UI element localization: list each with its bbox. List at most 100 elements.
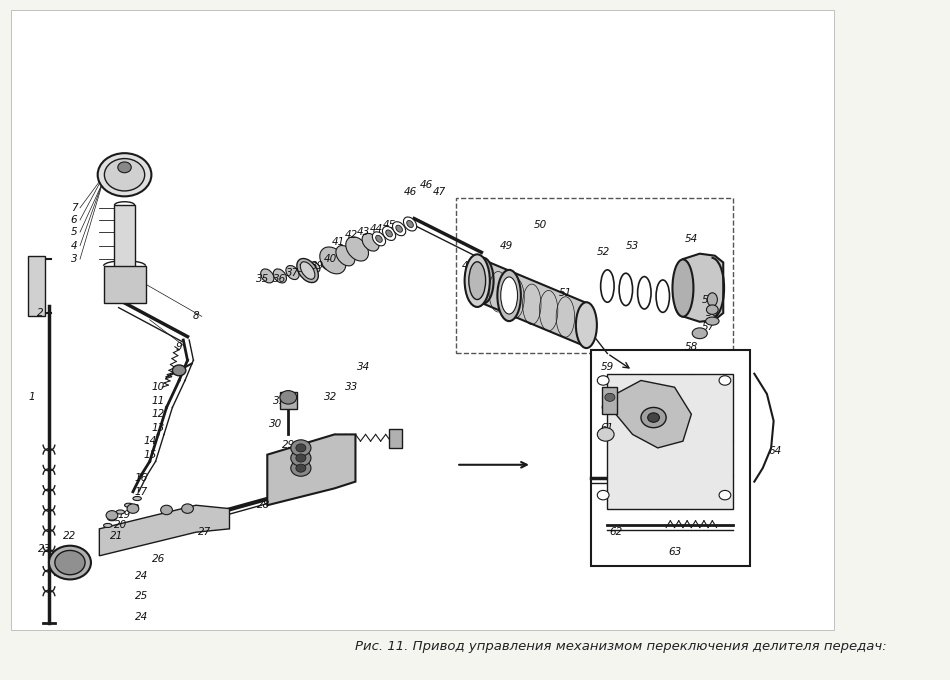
Ellipse shape xyxy=(133,496,142,500)
Text: 15: 15 xyxy=(143,449,157,460)
Ellipse shape xyxy=(296,258,318,283)
Text: 23: 23 xyxy=(38,544,51,554)
Circle shape xyxy=(291,450,311,466)
Text: 47: 47 xyxy=(433,186,446,197)
Text: 24: 24 xyxy=(135,571,148,581)
Ellipse shape xyxy=(576,302,597,348)
Ellipse shape xyxy=(311,262,320,272)
Bar xyxy=(28,256,45,316)
Ellipse shape xyxy=(124,503,133,507)
Circle shape xyxy=(118,162,131,173)
Text: 55: 55 xyxy=(701,294,714,305)
Circle shape xyxy=(295,444,306,452)
Text: 33: 33 xyxy=(345,382,358,392)
Ellipse shape xyxy=(383,226,395,241)
Circle shape xyxy=(161,505,172,515)
Text: 9: 9 xyxy=(176,342,182,352)
Text: 22: 22 xyxy=(64,530,77,541)
Ellipse shape xyxy=(706,317,719,325)
Text: 52: 52 xyxy=(597,248,610,257)
Ellipse shape xyxy=(104,524,112,528)
Text: 24: 24 xyxy=(135,611,148,622)
Text: 42: 42 xyxy=(345,231,358,241)
Circle shape xyxy=(598,490,609,500)
Text: 21: 21 xyxy=(109,530,123,541)
Polygon shape xyxy=(267,435,355,505)
Text: 18: 18 xyxy=(126,504,140,513)
Bar xyxy=(456,199,733,354)
Circle shape xyxy=(648,413,659,422)
Text: 17: 17 xyxy=(135,487,148,497)
Circle shape xyxy=(641,407,666,428)
Text: 57: 57 xyxy=(701,322,714,332)
Ellipse shape xyxy=(372,232,386,246)
Text: 53: 53 xyxy=(626,241,639,250)
Circle shape xyxy=(598,428,614,441)
Text: 56: 56 xyxy=(706,308,719,318)
Ellipse shape xyxy=(344,252,353,262)
Text: 28: 28 xyxy=(256,500,270,510)
Circle shape xyxy=(291,460,311,476)
Bar xyxy=(602,387,618,414)
Text: 26: 26 xyxy=(151,554,164,564)
Ellipse shape xyxy=(336,245,355,266)
Circle shape xyxy=(181,504,194,513)
Circle shape xyxy=(605,393,615,401)
Circle shape xyxy=(295,464,306,472)
Text: 46: 46 xyxy=(420,180,433,190)
Ellipse shape xyxy=(298,266,308,276)
Text: 30: 30 xyxy=(269,420,282,429)
Text: 54: 54 xyxy=(685,234,698,244)
Text: Рис. 11. Привод управления механизмом переключения делителя передач:: Рис. 11. Привод управления механизмом пе… xyxy=(355,641,887,653)
Circle shape xyxy=(127,504,139,513)
Text: 8: 8 xyxy=(193,311,200,322)
Text: 14: 14 xyxy=(143,436,157,446)
Ellipse shape xyxy=(407,220,413,228)
Text: 63: 63 xyxy=(668,547,681,558)
Text: 2: 2 xyxy=(37,308,44,318)
Text: 34: 34 xyxy=(357,362,370,372)
Text: 59: 59 xyxy=(600,362,614,372)
Text: 60: 60 xyxy=(600,403,614,413)
Text: 12: 12 xyxy=(151,409,164,419)
Bar xyxy=(390,429,402,448)
Ellipse shape xyxy=(375,235,382,242)
Ellipse shape xyxy=(465,254,490,307)
Ellipse shape xyxy=(107,517,116,521)
Ellipse shape xyxy=(300,262,314,279)
Text: 38: 38 xyxy=(298,265,312,274)
Text: 19: 19 xyxy=(118,511,131,520)
Bar xyxy=(104,266,145,303)
Text: 20: 20 xyxy=(114,520,127,530)
Ellipse shape xyxy=(320,247,346,274)
Ellipse shape xyxy=(468,262,485,299)
Ellipse shape xyxy=(386,230,392,237)
Ellipse shape xyxy=(286,266,299,279)
Circle shape xyxy=(55,550,86,575)
Bar xyxy=(114,205,135,273)
Text: 40: 40 xyxy=(324,254,337,264)
Text: 58: 58 xyxy=(685,342,698,352)
Ellipse shape xyxy=(404,217,417,231)
Ellipse shape xyxy=(673,259,693,317)
Text: 6: 6 xyxy=(71,215,78,225)
Text: 45: 45 xyxy=(383,220,395,231)
Text: 4: 4 xyxy=(71,241,78,250)
Ellipse shape xyxy=(501,277,518,314)
Circle shape xyxy=(106,511,118,520)
Text: 43: 43 xyxy=(357,227,370,237)
Ellipse shape xyxy=(472,258,494,303)
Ellipse shape xyxy=(346,237,369,261)
Text: 36: 36 xyxy=(274,274,287,284)
Text: 37: 37 xyxy=(286,267,299,277)
Text: 27: 27 xyxy=(198,527,211,537)
Ellipse shape xyxy=(392,222,406,236)
Text: 11: 11 xyxy=(151,396,164,406)
Text: 48: 48 xyxy=(463,261,475,271)
Circle shape xyxy=(98,153,151,197)
Polygon shape xyxy=(482,259,586,347)
Ellipse shape xyxy=(708,293,717,306)
Text: 44: 44 xyxy=(370,224,383,234)
Polygon shape xyxy=(683,254,723,322)
Ellipse shape xyxy=(333,255,343,265)
